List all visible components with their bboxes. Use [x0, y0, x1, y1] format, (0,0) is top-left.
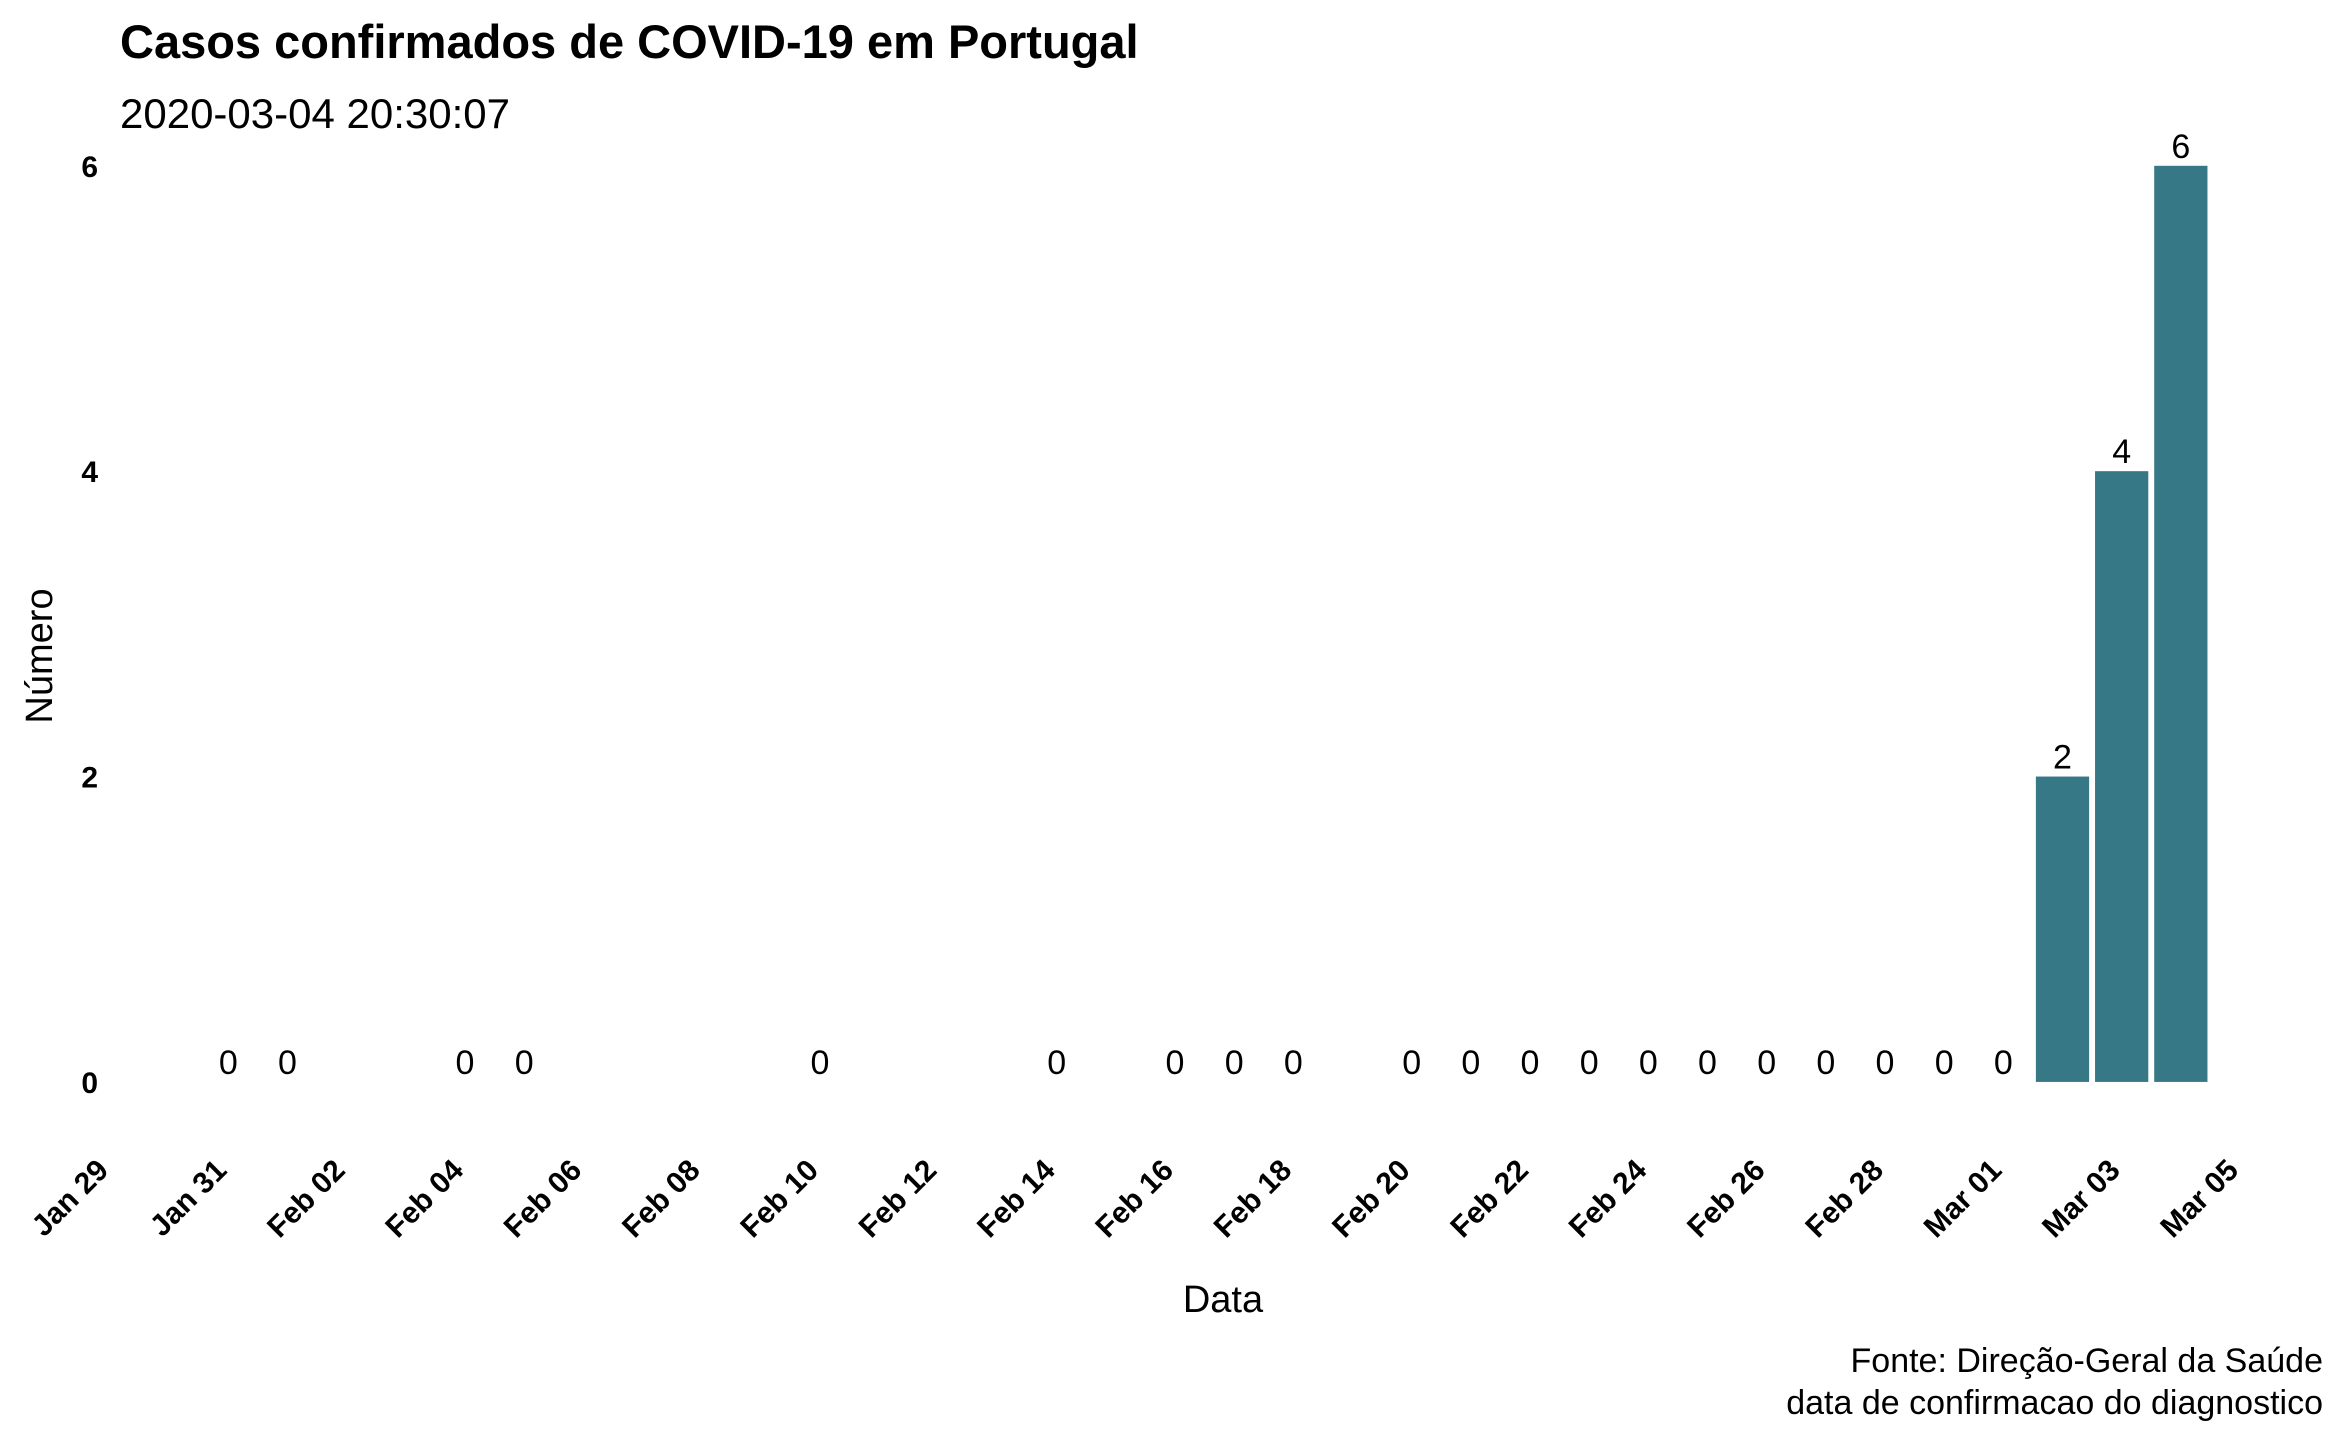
data-label: 0 [1521, 1044, 1540, 1082]
data-label: 0 [1639, 1044, 1658, 1082]
x-tick-label: Feb 12 [853, 1154, 944, 1245]
x-tick-label: Feb 16 [1089, 1154, 1180, 1245]
x-tick-label: Feb 28 [1799, 1154, 1890, 1245]
data-label: 6 [2171, 128, 2190, 166]
data-label: 0 [1047, 1044, 1066, 1082]
data-labels: 0 0 0 0 0 0 0 0 0 0 0 0 0 0 0 0 0 0 0 0 2 4 6 [219, 128, 2190, 1082]
data-label: 0 [1816, 1044, 1835, 1082]
x-tick-label: Mar 03 [2036, 1154, 2127, 1245]
data-label: 0 [1461, 1044, 1480, 1082]
bar [2035, 776, 2090, 1082]
caption-note: data de confirmacao do diagnostico [1786, 1384, 2323, 1422]
data-label: 0 [1166, 1044, 1185, 1082]
data-label: 2 [2053, 739, 2072, 777]
data-label: 0 [1225, 1044, 1244, 1082]
data-label: 0 [456, 1044, 475, 1082]
data-label: 0 [515, 1044, 534, 1082]
y-tick-label: 2 [81, 762, 98, 795]
bar [2154, 165, 2208, 1082]
data-label: 0 [1757, 1044, 1776, 1082]
x-tick-label: Feb 20 [1326, 1154, 1417, 1245]
chart-subtitle: 2020-03-04 20:30:07 [120, 90, 510, 137]
x-tick-label: Mar 05 [2154, 1154, 2245, 1245]
data-label: 0 [278, 1044, 297, 1082]
chart-title: Casos confirmados de COVID-19 em Portuga… [120, 15, 1139, 68]
y-tick-label: 6 [81, 151, 98, 184]
x-tick-label: Feb 04 [379, 1153, 470, 1244]
data-label: 0 [811, 1044, 830, 1082]
caption-source: Fonte: Direção-Geral da Saúde [1850, 1342, 2323, 1380]
x-tick-label: Feb 14 [971, 1153, 1062, 1244]
data-label: 0 [1402, 1044, 1421, 1082]
bars [2035, 165, 2208, 1082]
x-tick-label: Feb 22 [1444, 1154, 1535, 1245]
x-axis-ticks: Jan 29 Jan 31 Feb 02 Feb 04 Feb 06 Feb 08 Feb … [26, 1153, 2245, 1244]
x-axis-title: Data [1183, 1279, 1264, 1321]
x-tick-label: Jan 29 [26, 1154, 115, 1243]
data-label: 0 [1876, 1044, 1895, 1082]
y-tick-label: 4 [81, 456, 98, 489]
x-tick-label: Feb 24 [1563, 1153, 1654, 1244]
chart-caption: Fonte: Direção-Geral da Saúde data de co… [1786, 1340, 2323, 1424]
data-label: 4 [2112, 433, 2131, 471]
x-tick-label: Mar 01 [1918, 1154, 2009, 1245]
data-label: 0 [1284, 1044, 1303, 1082]
data-label: 0 [1580, 1044, 1599, 1082]
bar [2095, 471, 2149, 1082]
x-tick-label: Feb 06 [498, 1154, 589, 1245]
data-label: 0 [219, 1044, 238, 1082]
data-label: 0 [1994, 1044, 2013, 1082]
y-axis-title: Número [19, 588, 61, 723]
x-tick-label: Jan 31 [144, 1154, 233, 1243]
x-tick-label: Feb 08 [616, 1154, 707, 1245]
y-axis-ticks: 0 2 4 6 [81, 151, 98, 1100]
x-tick-label: Feb 02 [261, 1154, 352, 1245]
x-tick-label: Feb 18 [1208, 1154, 1299, 1245]
data-label: 0 [1935, 1044, 1954, 1082]
x-tick-label: Feb 10 [734, 1154, 825, 1245]
y-tick-label: 0 [81, 1067, 98, 1100]
x-tick-label: Feb 26 [1681, 1154, 1772, 1245]
data-label: 0 [1698, 1044, 1717, 1082]
